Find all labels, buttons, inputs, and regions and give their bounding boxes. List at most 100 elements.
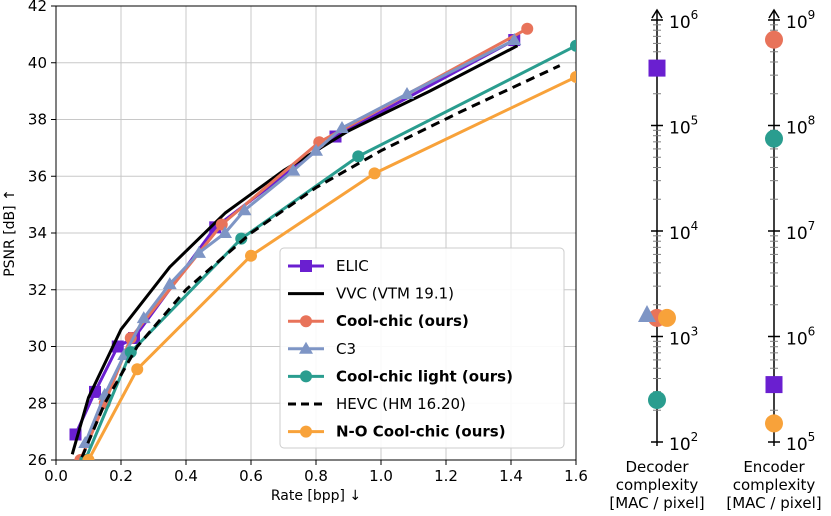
y-tick-label: 42 [28,0,47,15]
x-tick-label: 0.8 [304,467,328,485]
axis-title-line: complexity [616,476,699,494]
legend-item: VVC (VTM 19.1) [288,285,454,303]
series-line-vvc-vtm-19-1 [70,44,519,455]
tick-exponent: 6 [691,8,699,22]
tick-label: 102 [669,430,698,455]
legend: ELIC VVC (VTM 19.1) Cool-chic (ours) C3 Cool… [279,247,565,449]
legend-label: ELIC [336,257,369,275]
data-point-n-o-cool-chic-ours [131,363,144,376]
legend-box [279,247,565,449]
tick-exponent: 7 [808,219,816,233]
axis-title-line: [MAC / pixel] [726,494,821,512]
data-point-c3 [335,121,349,134]
y-tick-label: 30 [28,338,47,356]
tick-exponent: 4 [691,219,699,233]
legend-label: C3 [336,340,356,358]
series-n-o-cool-chic-ours [82,70,576,460]
legend-item: HEVC (HM 16.20) [288,395,466,413]
data-point-c3 [400,86,414,99]
data-point-c3 [162,277,177,290]
y-tick-label: 36 [28,167,47,185]
legend-label: Cool-chic light (ours) [336,367,513,385]
axis-arrow [768,8,780,19]
tick-label: 105 [786,430,815,455]
legend-item: Cool-chic (ours) [288,312,469,330]
tick-exponent: 2 [691,430,699,444]
x-tick-label: 1.4 [499,467,523,485]
legend-item: ELIC [288,257,369,275]
data-point-c3 [309,143,323,156]
series-vvc-vtm-19-1 [70,44,519,455]
axis-title-line: [MAC / pixel] [609,494,704,512]
legend-item: C3 [288,340,356,358]
legend-item: Cool-chic light (ours) [288,367,513,385]
x-axis-label: Rate [bpp] ↓ [271,488,361,504]
tick-label: 107 [786,219,815,244]
x-tick-label: 0.2 [109,467,133,485]
x-tick-label: 1.6 [564,467,588,485]
y-tick-label: 40 [28,54,47,72]
tick-label: 103 [669,325,698,350]
tick-exponent: 5 [691,114,699,128]
tick-exponent: 3 [691,325,699,339]
legend-swatch-marker [300,260,312,272]
tick-base: 10 [786,13,808,33]
tick-base: 10 [669,435,691,455]
data-point-n-o-cool-chic-ours [82,454,95,460]
legend-swatch-marker [300,370,312,383]
legend-label: VVC (VTM 19.1) [336,285,454,303]
point-cool-chic-light-ours [765,129,783,148]
tick-exponent: 6 [808,325,816,339]
data-point-n-o-cool-chic-ours [368,167,381,180]
legend-label: Cool-chic (ours) [336,312,469,330]
legend-item: N-O Cool-chic (ours) [288,423,506,441]
tick-exponent: 5 [808,430,816,444]
tick-label: 104 [669,219,698,244]
tick-label: 106 [669,8,698,33]
tick-base: 10 [669,330,691,350]
axis-title-line: Encoder [743,458,805,476]
point-elic [765,376,783,394]
point-n-o-cool-chic-ours [765,414,783,433]
data-point-cool-chic-ours [521,22,534,35]
y-tick-label: 32 [28,281,47,299]
data-point-cool-chic-light-ours [570,39,576,52]
data-point-cool-chic-light-ours [124,346,137,359]
rd-plot: 0.0 0.2 0.4 0.6 0.8 1.0 1.2 1.4 1.6 26 28 30 32 34 36 3… [2,0,588,504]
tick-label: 105 [669,114,698,139]
data-point-cool-chic-light-ours [352,150,365,163]
legend-label: N-O Cool-chic (ours) [336,423,506,441]
legend-swatch-marker [300,315,312,328]
x-tick-label: 0.0 [44,467,68,485]
data-point-c3 [136,311,151,324]
tick-label: 106 [786,325,815,350]
tick-label: 109 [786,8,815,33]
y-tick-label: 26 [28,451,47,469]
legend-label: HEVC (HM 16.20) [336,395,466,413]
data-point-n-o-cool-chic-ours [570,70,576,83]
y-tick-label: 34 [28,224,47,242]
tick-base: 10 [786,224,808,244]
series-cool-chic-light-ours [79,39,576,460]
axis-arrow [651,8,663,19]
data-point-c3 [78,435,93,448]
x-tick-label: 0.6 [239,467,263,485]
tick-exponent: 9 [808,8,816,22]
plot-frame [55,5,577,461]
x-tick-label: 1.0 [369,467,393,485]
tick-label: 108 [786,114,815,139]
data-point-n-o-cool-chic-ours [245,249,257,262]
series-hevc-hm-16-20 [80,64,561,458]
x-tick-label: 0.4 [174,467,198,485]
tick-base: 10 [669,119,691,139]
series-group [69,22,576,460]
tick-base: 10 [786,330,808,350]
tick-base: 10 [786,435,808,455]
y-axis-label: PSNR [dB] ↑ [2,189,18,277]
legend-swatch-marker [300,425,312,438]
data-point-c3 [507,33,522,46]
legend-swatch-marker [299,341,313,354]
data-point-c3 [286,163,301,176]
series-line-hevc-hm-16-20 [80,64,561,458]
